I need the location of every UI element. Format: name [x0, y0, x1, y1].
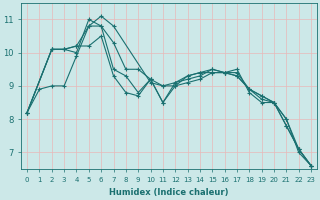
X-axis label: Humidex (Indice chaleur): Humidex (Indice chaleur)	[109, 188, 229, 197]
